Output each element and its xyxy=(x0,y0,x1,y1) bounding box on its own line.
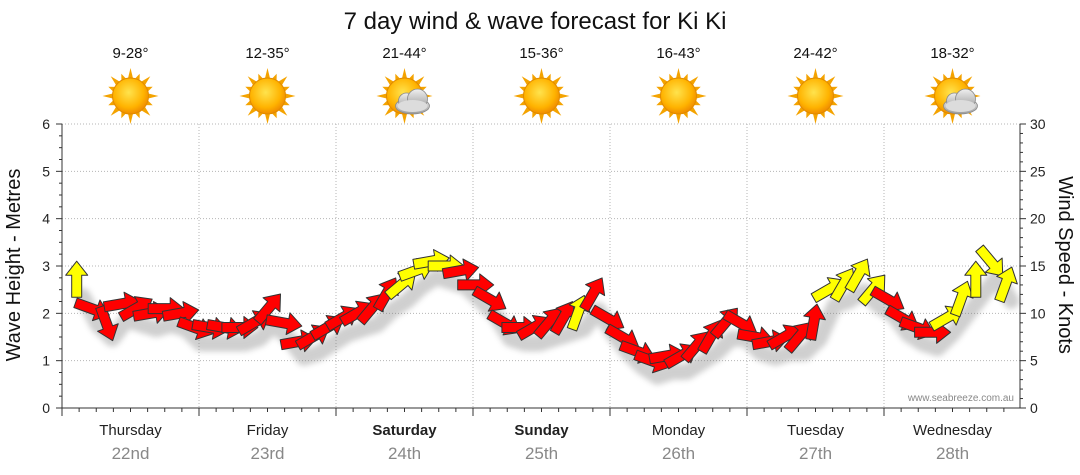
left-tick-label: 2 xyxy=(42,305,50,321)
temperature-range-label: 24-42° xyxy=(793,45,837,62)
day-date-label: 28th xyxy=(936,444,969,463)
day-name-label: Wednesday xyxy=(913,422,992,439)
sun-cloud-icon xyxy=(376,68,433,124)
temperature-range-label: 18-32° xyxy=(930,45,974,62)
left-tick-label: 0 xyxy=(42,400,50,416)
wind-arrow-mark xyxy=(844,258,871,294)
grid-lines xyxy=(62,123,1020,408)
day-date-label: 27th xyxy=(799,444,832,463)
wind-arrow-mark xyxy=(95,304,119,342)
right-tick-label: 10 xyxy=(1030,305,1046,321)
right-tick-label: 30 xyxy=(1030,116,1046,132)
right-tick-label: 15 xyxy=(1030,258,1046,274)
right-tick-label: 0 xyxy=(1030,400,1038,416)
left-axis-ticks: 0 1 2 3 4 5 6 xyxy=(42,116,50,416)
wind-arrow-mark xyxy=(264,312,303,336)
wind-arrow-mark xyxy=(65,260,89,298)
temperature-range-label: 21-44° xyxy=(382,45,426,62)
wind-arrow-mark xyxy=(253,293,282,326)
wind-arrow-mark xyxy=(803,303,826,341)
wind-arrows xyxy=(65,244,1018,374)
sun-icon xyxy=(787,68,844,124)
wind-arrow-mark xyxy=(994,266,1018,304)
day-date-label: 23rd xyxy=(250,444,284,463)
axes xyxy=(56,123,1026,416)
day-name-label: Sunday xyxy=(514,422,569,439)
wind-arrow-mark xyxy=(579,277,606,313)
temperature-range-label: 15-36° xyxy=(519,45,563,62)
day-date-label: 25th xyxy=(525,444,558,463)
sun-icon xyxy=(102,68,159,124)
day-date-label: 24th xyxy=(388,444,421,463)
right-axis-ticks: 0 5 10 15 20 25 30 xyxy=(1030,116,1046,416)
credit-text: www.seabreeze.com.au xyxy=(907,393,1014,404)
left-tick-label: 3 xyxy=(42,258,50,274)
left-tick-label: 4 xyxy=(42,211,50,227)
temperature-range-label: 9-28° xyxy=(112,45,148,62)
chart-title: 7 day wind & wave forecast for Ki Ki xyxy=(344,8,727,35)
day-name-label: Saturday xyxy=(372,422,437,439)
day-name-label: Tuesday xyxy=(787,422,844,439)
right-tick-label: 25 xyxy=(1030,163,1046,179)
day-date-label: 22nd xyxy=(112,444,150,463)
day-name-label: Thursday xyxy=(99,422,162,439)
temperature-row: 9-28° 12-35° 21-44° 15-36° 16-43° 24-42° 18-32… xyxy=(112,45,974,62)
left-tick-label: 6 xyxy=(42,116,50,132)
left-tick-label: 1 xyxy=(42,353,50,369)
day-date-label: 26th xyxy=(662,444,695,463)
weather-icons-row xyxy=(102,68,981,124)
sun-icon xyxy=(239,68,296,124)
right-tick-label: 20 xyxy=(1030,211,1046,227)
sun-icon xyxy=(513,68,570,124)
wave-shadow-band xyxy=(74,269,1020,385)
wind-arrow-mark xyxy=(964,260,988,298)
right-tick-label: 5 xyxy=(1030,353,1038,369)
wave-shadow xyxy=(74,269,1020,385)
temperature-range-label: 16-43° xyxy=(656,45,700,62)
temperature-range-label: 12-35° xyxy=(245,45,289,62)
day-name-label: Monday xyxy=(652,422,706,439)
sun-cloud-icon xyxy=(924,68,981,124)
left-axis-title: Wave Height - Metres xyxy=(3,169,25,362)
left-tick-label: 5 xyxy=(42,163,50,179)
wind-arrow-mark xyxy=(949,280,974,318)
wind-arrow-mark xyxy=(471,285,507,312)
day-labels: Thursday 22nd Friday 23rd Saturday 24th Sunday… xyxy=(99,422,992,463)
sun-icon xyxy=(650,68,707,124)
wind-arrow-mark xyxy=(975,244,1004,277)
right-axis-title: Wind Speed - Knots xyxy=(1054,176,1076,354)
day-name-label: Friday xyxy=(247,422,289,439)
